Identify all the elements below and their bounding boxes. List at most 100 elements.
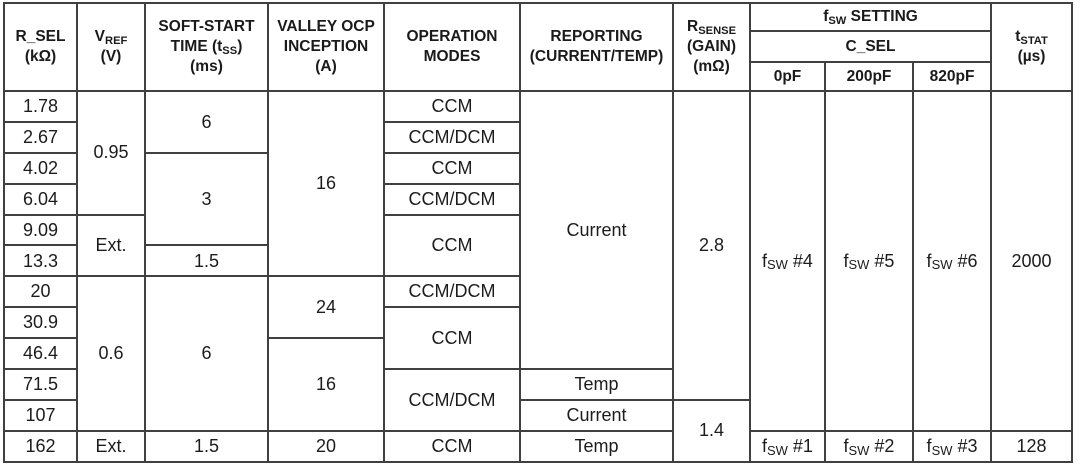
rsense-cell: 2.8 — [672, 90, 751, 401]
rsel-cell: 46.4 — [3, 337, 78, 371]
col-header-fsw-setting: fSW SETTING — [748, 2, 993, 32]
reporting-cell: Temp — [519, 429, 674, 463]
col-header-operation-modes: OPERATION MODES — [383, 2, 521, 92]
rsel-cell: 30.9 — [3, 306, 78, 340]
operation-mode-cell: CCM/DCM — [383, 182, 521, 216]
header-line: (µs) — [1017, 48, 1046, 65]
valley-ocp-cell: 16 — [267, 89, 385, 278]
valley-ocp-cell: 24 — [267, 275, 385, 340]
header-line: INCEPTION — [283, 38, 369, 56]
fsw-label: #4 — [792, 250, 813, 271]
vref-cell: 0.6 — [76, 275, 146, 432]
rsel-cell: 20 — [3, 275, 78, 309]
header-line: (ms) — [190, 57, 223, 75]
col-header-tstat: tSTAT (µs) — [990, 2, 1074, 92]
rsel-cell: 107 — [3, 398, 78, 432]
header-line: (mΩ) — [693, 57, 730, 75]
rsel-cell: 162 — [3, 429, 78, 463]
operation-mode-cell: CCM — [383, 429, 521, 463]
header-line: RSENSE — [686, 18, 737, 37]
table-row: 1.78 0.95 6 16 CCM Current 2.8 fSW #4 fSW… — [3, 89, 1074, 432]
header-line: (kΩ) — [24, 48, 57, 65]
table-row: 107 Current 1.4 — [3, 398, 1072, 463]
operation-mode-cell: CCM — [383, 151, 521, 185]
fsw-cell: fSW #6 — [911, 90, 993, 432]
table-row: 71.5 CCM/DCM Temp — [3, 368, 1072, 432]
header-line: (V) — [100, 48, 122, 65]
header-line: (A) — [315, 57, 337, 75]
rsel-cell: 1.78 — [3, 90, 78, 123]
reporting-cell: Temp — [519, 368, 674, 401]
col-header-vref: VREF (V) — [76, 2, 146, 92]
rsel-cell: 13.3 — [3, 244, 78, 278]
header-line: tSTAT — [1015, 28, 1048, 47]
operation-mode-cell: CCM/DCM — [383, 275, 521, 309]
fsw-cell: fSW #4 — [749, 90, 826, 432]
vref-cell: Ext. — [76, 213, 146, 278]
header-line: R_SEL — [15, 28, 66, 46]
fsw-label: #5 — [874, 250, 895, 271]
header-line: SOFT-START — [158, 18, 255, 36]
table-row: 46.4 16 — [3, 337, 1072, 432]
col-header-csel: C_SEL — [748, 30, 993, 63]
table-row: 30.9 CCM — [3, 306, 1072, 371]
rsel-cell: 2.67 — [3, 120, 78, 154]
rsel-cell: 6.04 — [3, 182, 78, 216]
operation-mode-cell: CCM/DCM — [383, 120, 521, 154]
fsw-label: #3 — [957, 435, 978, 456]
header-line: OPERATION — [406, 28, 498, 46]
table-row: 162 Ext. 1.5 20 CCM Temp fSW #1 fSW #2 fSW… — [3, 429, 1074, 463]
tstat-cell: 2000 — [990, 90, 1074, 432]
rsense-cell: 1.4 — [672, 398, 751, 463]
header-line: VREF — [94, 28, 128, 47]
table-row: 20 0.6 6 24 CCM/DCM — [3, 275, 1072, 432]
fsw-label: #1 — [792, 435, 813, 456]
soft-start-cell: 1.5 — [144, 429, 269, 463]
fsw-symbol: fSW — [762, 435, 788, 458]
fsw-symbol: fSW — [843, 435, 870, 458]
vref-cell: 0.95 — [76, 90, 146, 216]
header-line: MODES — [423, 48, 481, 65]
fsw-symbol: fSW — [926, 250, 953, 273]
fsw-symbol: fSW — [762, 250, 788, 273]
valley-ocp-cell: 16 — [267, 337, 385, 432]
rsel-cell: 4.02 — [3, 151, 78, 185]
table-row: 13.3 1.5 — [3, 244, 1072, 278]
rsel-cell: 9.09 — [3, 213, 78, 247]
fsw-cell: fSW #1 — [749, 429, 826, 463]
soft-start-cell: 3 — [144, 151, 269, 247]
col-header-reporting: REPORTING (CURRENT/TEMP) — [519, 2, 674, 92]
fsw-cell: fSW #3 — [911, 429, 993, 463]
col-header-rsel: R_SEL (kΩ) — [3, 2, 78, 92]
col-header-soft-start: SOFT-START TIME (tSS) (ms) — [144, 2, 269, 92]
table-row: 6.04 CCM/DCM — [3, 182, 1072, 216]
fsw-label: #2 — [874, 435, 895, 456]
col-header-rsense: RSENSE (GAIN) (mΩ) — [672, 2, 751, 92]
valley-ocp-cell: 20 — [267, 429, 385, 463]
table-row: 4.02 3 CCM — [3, 151, 1072, 247]
header-line: VALLEY OCP — [277, 18, 375, 36]
table-row: 9.09 Ext. CCM — [3, 213, 1072, 278]
header-line: TIME (tSS) — [170, 38, 243, 57]
vref-cell: Ext. — [76, 429, 146, 463]
configuration-table: R_SEL (kΩ) VREF (V) SOFT-START TIME (tSS… — [3, 2, 1074, 463]
operation-mode-cell: CCM — [383, 213, 521, 278]
table-row: 2.67 CCM/DCM — [3, 120, 1072, 154]
header-line: (GAIN) — [686, 38, 737, 56]
soft-start-cell: 1.5 — [144, 244, 269, 278]
rsel-cell: 71.5 — [3, 368, 78, 401]
col-header-valley-ocp: VALLEY OCP INCEPTION (A) — [267, 2, 385, 92]
reporting-cell: Current — [519, 89, 674, 371]
col-header-cap-200pf: 200pF — [824, 61, 914, 92]
soft-start-cell: 6 — [144, 275, 269, 432]
header-line: REPORTING — [550, 28, 643, 46]
fsw-symbol: fSW — [843, 250, 870, 273]
fsw-label: #6 — [957, 250, 978, 271]
operation-mode-cell: CCM — [383, 306, 521, 371]
soft-start-cell: 6 — [144, 90, 269, 154]
fsw-symbol: fSW — [926, 435, 953, 458]
col-header-cap-0pf: 0pF — [749, 61, 826, 92]
col-header-cap-820pf: 820pF — [911, 61, 993, 92]
fsw-cell: fSW #5 — [824, 90, 914, 432]
header-line: (CURRENT/TEMP) — [529, 48, 664, 65]
